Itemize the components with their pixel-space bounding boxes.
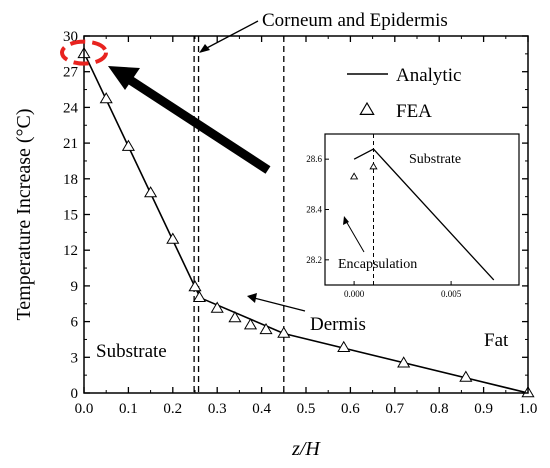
x-tick-label: 0.9 bbox=[474, 401, 493, 417]
inset-encapsulation-label: Encapsulation bbox=[338, 257, 417, 272]
fea-point bbox=[259, 322, 273, 335]
big-arrow-head bbox=[108, 66, 140, 90]
corneum-pointer bbox=[202, 20, 259, 51]
inset-plot: 0.000 0.005 28.2 28.4 28.6 Substrate Encapsula… bbox=[306, 133, 520, 299]
x-tick-label: 0.4 bbox=[252, 401, 271, 417]
inset-encapsulation-pointer bbox=[345, 220, 365, 253]
fat-label: Fat bbox=[484, 330, 509, 351]
fea-point bbox=[144, 186, 158, 198]
y-tick-label: 9 bbox=[71, 279, 79, 295]
inset-y-tick-label: 28.4 bbox=[306, 205, 322, 215]
y-tick-label: 18 bbox=[63, 172, 78, 188]
dermis-arrowhead bbox=[247, 293, 257, 303]
fea-point bbox=[243, 318, 258, 330]
substrate-label: Substrate bbox=[96, 341, 167, 362]
corneum-arrowhead bbox=[199, 44, 210, 53]
inset-x-tick-label: 0.000 bbox=[344, 289, 365, 299]
inset-analytic-line bbox=[353, 148, 495, 281]
y-tick-label: 21 bbox=[63, 136, 78, 152]
inset-y-tick-label: 28.2 bbox=[306, 255, 322, 265]
x-tick-label: 0.6 bbox=[341, 401, 360, 417]
x-tick-label: 1.0 bbox=[519, 401, 538, 417]
x-tick-label: 0.7 bbox=[385, 401, 404, 417]
x-tick-label: 0.8 bbox=[430, 401, 449, 417]
y-tick-label: 27 bbox=[63, 65, 79, 81]
inset-frame bbox=[324, 133, 520, 286]
fea-point bbox=[188, 280, 202, 292]
corneum-label: Corneum and Epidermis bbox=[262, 10, 448, 31]
legend-fea-swatch bbox=[359, 101, 375, 115]
x-tick-label: 0.0 bbox=[75, 401, 94, 417]
dermis-label: Dermis bbox=[310, 314, 366, 335]
inset-x-tick-label: 0.005 bbox=[441, 289, 462, 299]
inset-fea-point bbox=[369, 162, 378, 170]
fea-point bbox=[192, 290, 207, 303]
fea-point bbox=[121, 139, 135, 151]
fea-point bbox=[277, 326, 291, 338]
y-tick-label: 6 bbox=[71, 315, 79, 331]
y-tick-label: 3 bbox=[71, 350, 79, 366]
fea-point bbox=[166, 232, 180, 244]
y-axis-title: Temperature Increase (°C) bbox=[13, 108, 35, 320]
inset-substrate-label: Substrate bbox=[409, 152, 461, 167]
y-tick-label: 12 bbox=[63, 243, 78, 259]
legend-analytic-label: Analytic bbox=[396, 65, 461, 86]
fea-point bbox=[99, 92, 113, 104]
fea-point bbox=[337, 340, 351, 352]
x-axis-title: z/H bbox=[291, 438, 321, 460]
y-tick-label: 15 bbox=[63, 208, 78, 224]
x-tick-label: 0.1 bbox=[119, 401, 138, 417]
x-tick-label: 0.2 bbox=[163, 401, 182, 417]
inset-y-tick-label: 28.6 bbox=[306, 154, 322, 164]
main-plot: 0.0 0.1 0.2 0.3 0.4 0.5 0.6 0.7 0.8 0.9 1.0 0 3 6 9 12 1… bbox=[13, 10, 537, 460]
y-tick-label: 0 bbox=[71, 386, 79, 402]
big-arrow-shaft bbox=[121, 72, 271, 174]
fea-point bbox=[459, 370, 473, 382]
fea-point bbox=[210, 301, 224, 313]
inset-fea-point bbox=[349, 172, 359, 180]
y-tick-label: 24 bbox=[63, 100, 79, 116]
fea-point bbox=[397, 356, 411, 368]
highlight-ellipse bbox=[60, 39, 108, 66]
y-axis-title-text: Temperature Increase (°C) bbox=[13, 108, 35, 320]
legend-fea-label: FEA bbox=[396, 101, 432, 122]
dermis-pointer bbox=[253, 297, 306, 312]
x-tick-label: 0.5 bbox=[297, 401, 316, 417]
x-tick-label: 0.3 bbox=[208, 401, 227, 417]
inset-encapsulation-arrowhead bbox=[343, 216, 349, 225]
plot-frame bbox=[83, 35, 529, 394]
fea-point bbox=[228, 311, 242, 323]
